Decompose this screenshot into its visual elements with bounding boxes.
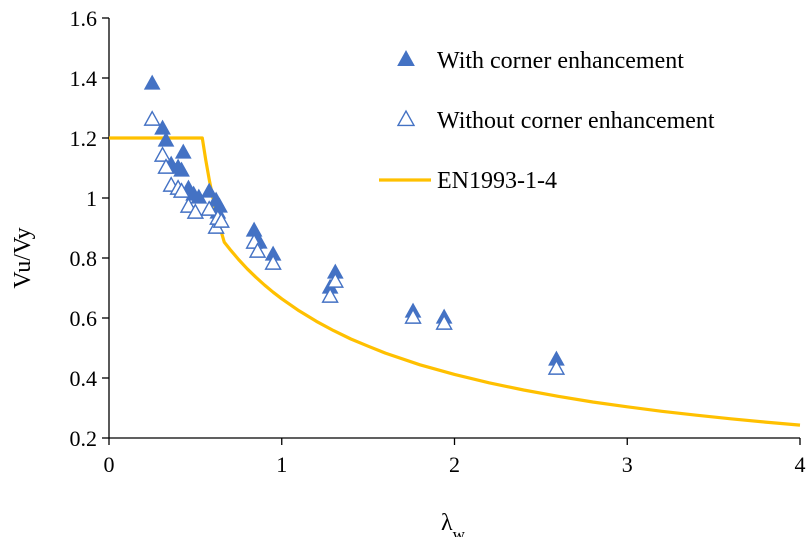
point-without-corner-enhancement [143, 110, 161, 126]
y-tick-label: 0.6 [70, 306, 98, 331]
point-without-corner-enhancement [153, 146, 172, 162]
point-without-corner-enhancement [179, 197, 198, 213]
x-tick-label: 1 [276, 452, 287, 477]
point-with-corner-enhancement [157, 131, 175, 147]
y-tick-label: 1 [86, 186, 97, 211]
point-without-corner-enhancement [157, 158, 175, 174]
y-tick-label: 0.2 [70, 426, 98, 451]
x-tick-label: 4 [795, 452, 806, 477]
point-with-corner-enhancement [200, 182, 218, 198]
x-axis-title-sub: w [453, 525, 466, 537]
legend-label: EN1993-1-4 [437, 168, 557, 194]
legend-marker-without-corner [396, 109, 416, 127]
point-without-corner-enhancement [264, 254, 282, 270]
points-layer [143, 74, 566, 375]
y-tick-label: 1.6 [70, 6, 98, 31]
point-with-corner-enhancement [154, 119, 171, 135]
point-without-corner-enhancement [186, 203, 205, 219]
point-without-corner-enhancement [200, 200, 218, 216]
y-tick-label: 1.4 [70, 66, 98, 91]
x-tick-label: 3 [622, 452, 633, 477]
legend-label: With corner enhancement [437, 48, 684, 74]
point-without-corner-enhancement [321, 287, 339, 303]
legend-label: Without corner enhancement [437, 108, 715, 134]
axes: 0.2 0.4 0.6 0.8 1 1.2 1.4 1.6 0 1 2 3 4 [70, 6, 806, 477]
point-without-corner-enhancement [547, 359, 566, 375]
point-without-corner-enhancement [435, 314, 453, 330]
y-tick-label: 1.2 [70, 126, 98, 151]
point-with-corner-enhancement [173, 161, 190, 177]
x-axis-title: λw [441, 510, 466, 537]
legend: With corner enhancement Without corner en… [379, 48, 715, 194]
y-tick-label: 0.8 [70, 246, 98, 271]
y-tick-label: 0.4 [70, 366, 98, 391]
x-axis-title-main: λ [441, 510, 453, 536]
x-tick-label: 0 [104, 452, 115, 477]
point-without-corner-enhancement [248, 242, 267, 258]
point-without-corner-enhancement [212, 212, 230, 228]
point-without-corner-enhancement [404, 308, 422, 324]
y-axis-title: Vu/Vy [10, 227, 36, 288]
point-without-corner-enhancement [172, 182, 191, 198]
point-without-corner-enhancement [326, 272, 344, 288]
legend-marker-with-corner [397, 50, 415, 66]
point-with-corner-enhancement [174, 143, 192, 159]
x-tick-label: 2 [449, 452, 460, 477]
point-with-corner-enhancement [143, 74, 161, 90]
